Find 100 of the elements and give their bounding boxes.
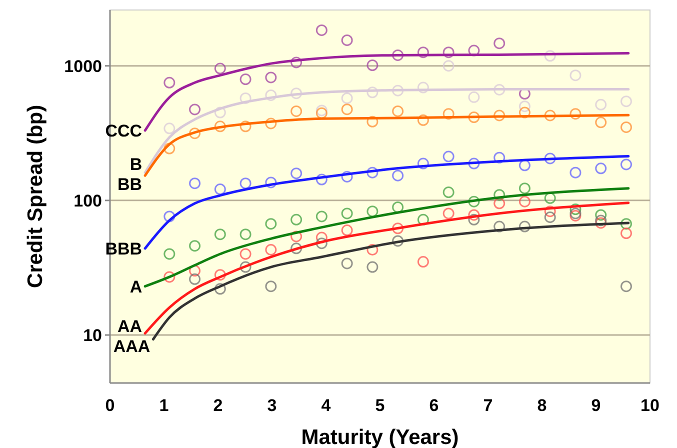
- point: [494, 84, 506, 96]
- point: [240, 74, 252, 86]
- point: [240, 120, 252, 132]
- point: [316, 24, 328, 36]
- point: [290, 230, 302, 242]
- point: [595, 162, 607, 174]
- point: [265, 244, 277, 256]
- point: [595, 209, 607, 221]
- point: [518, 106, 530, 118]
- x-tick-label: 8: [537, 396, 547, 415]
- point: [468, 158, 480, 170]
- y-tick-label: 100: [74, 191, 102, 210]
- point: [417, 46, 429, 58]
- point: [494, 110, 506, 122]
- x-tick-label: 6: [429, 396, 439, 415]
- point: [316, 238, 328, 250]
- point: [544, 152, 556, 164]
- point: [164, 76, 176, 88]
- point: [620, 280, 632, 292]
- point: [620, 96, 632, 108]
- point: [494, 220, 506, 232]
- point: [240, 248, 252, 260]
- point: [240, 261, 252, 273]
- point: [341, 34, 353, 46]
- point: [518, 220, 530, 232]
- x-tick-label: 9: [591, 396, 601, 415]
- y-axis-title: Credit Spread (bp): [24, 104, 47, 288]
- point: [544, 50, 556, 62]
- line-series: [144, 202, 630, 335]
- point: [544, 211, 556, 223]
- point: [620, 121, 632, 133]
- point: [442, 46, 454, 58]
- point: [392, 222, 404, 234]
- y-tick-label: 1000: [64, 56, 102, 76]
- point: [189, 104, 201, 116]
- point: [290, 88, 302, 100]
- point: [189, 178, 201, 190]
- line-series: [144, 187, 630, 288]
- point: [595, 217, 607, 229]
- point: [214, 120, 226, 132]
- point: [392, 84, 404, 96]
- point: [164, 142, 176, 154]
- point: [570, 70, 582, 82]
- point: [214, 228, 226, 240]
- point: [214, 269, 226, 281]
- point: [265, 118, 277, 130]
- point: [164, 248, 176, 260]
- point: [316, 107, 328, 119]
- point: [468, 112, 480, 124]
- point: [392, 49, 404, 61]
- point: [468, 91, 480, 103]
- point: [620, 158, 632, 170]
- point: [214, 62, 226, 74]
- point: [595, 116, 607, 128]
- point: [366, 206, 378, 218]
- series-label: B: [130, 155, 142, 174]
- series-label: AA: [118, 317, 142, 336]
- series-label: A: [130, 277, 142, 296]
- point: [442, 60, 454, 72]
- point: [164, 122, 176, 134]
- point: [341, 224, 353, 236]
- x-axis-title: Maturity (Years): [301, 426, 459, 448]
- point: [544, 206, 556, 218]
- point: [214, 283, 226, 295]
- point: [417, 114, 429, 126]
- point: [316, 210, 328, 222]
- point: [366, 60, 378, 72]
- point: [518, 100, 530, 112]
- point: [341, 170, 353, 182]
- point: [341, 92, 353, 104]
- point: [290, 168, 302, 180]
- point: [417, 158, 429, 170]
- point: [392, 201, 404, 213]
- point: [392, 170, 404, 182]
- point: [290, 242, 302, 254]
- point: [570, 108, 582, 120]
- point: [392, 105, 404, 117]
- x-tick-label: 0: [105, 396, 115, 415]
- point: [417, 82, 429, 94]
- point: [518, 160, 530, 172]
- point: [417, 256, 429, 268]
- point: [265, 176, 277, 188]
- point: [341, 208, 353, 220]
- point: [494, 152, 506, 164]
- point: [265, 218, 277, 230]
- point: [316, 174, 328, 186]
- point: [240, 92, 252, 104]
- point: [468, 196, 480, 208]
- point: [366, 261, 378, 273]
- y-tick-label: 10: [83, 326, 102, 345]
- series-label: AAA: [113, 337, 150, 356]
- point: [442, 208, 454, 220]
- point: [265, 72, 277, 84]
- point: [468, 209, 480, 221]
- x-tick-label: 5: [375, 396, 385, 415]
- point: [417, 214, 429, 226]
- point: [494, 198, 506, 210]
- point: [366, 116, 378, 128]
- point: [620, 218, 632, 230]
- point: [595, 98, 607, 110]
